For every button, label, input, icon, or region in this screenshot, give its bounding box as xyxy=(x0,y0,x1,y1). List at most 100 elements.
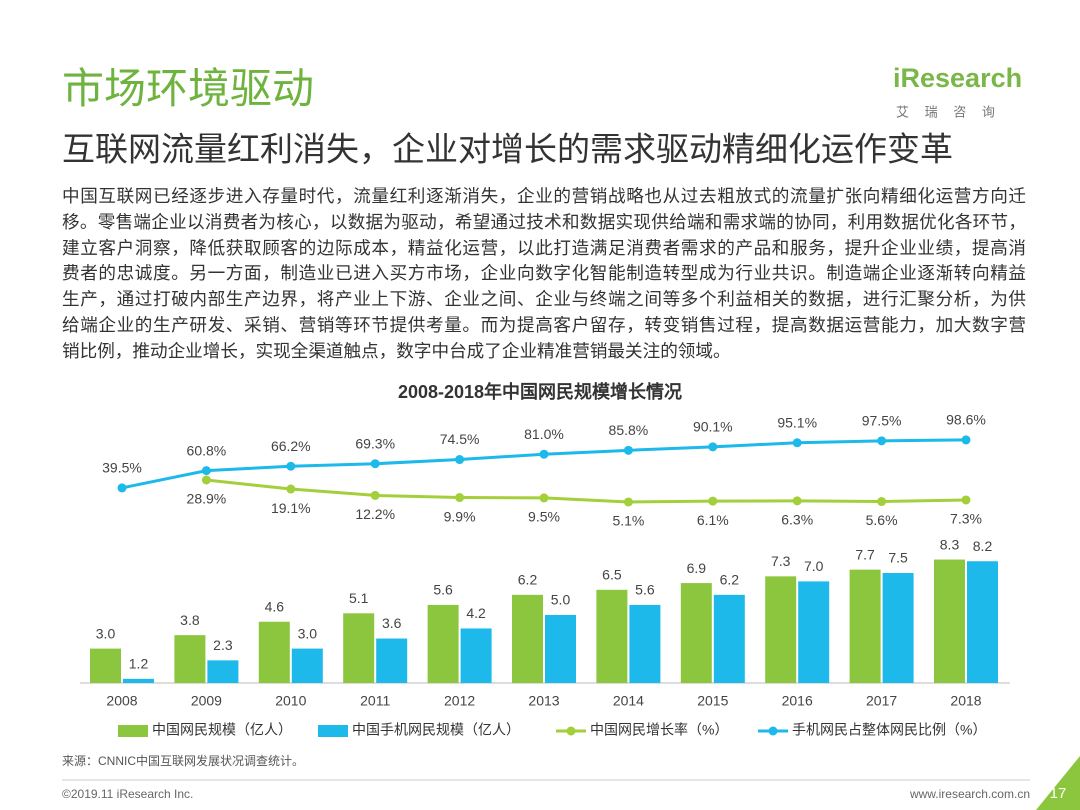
bar xyxy=(596,589,628,683)
x-tick-label: 2015 xyxy=(697,693,728,709)
line-point xyxy=(877,436,887,446)
bar-label: 3.0 xyxy=(298,625,318,641)
source: 来源：CNNIC中国互联网发展状况调查统计。 xyxy=(62,753,304,768)
bar-label: 8.3 xyxy=(940,536,960,552)
line-point xyxy=(370,459,380,469)
line-point xyxy=(708,442,718,452)
legend-swatch xyxy=(566,726,576,736)
paragraph-line: 销比例，推动企业增长，实现全渠道触点，数字中台成了企业精准营销最关注的领域。 xyxy=(62,340,731,361)
line-point xyxy=(792,438,802,448)
line-point xyxy=(792,496,802,506)
website: www.iresearch.com.cn xyxy=(909,787,1030,801)
legend-swatch xyxy=(118,725,148,737)
line-label: 74.5% xyxy=(440,431,480,447)
line-label: 7.3% xyxy=(950,511,982,527)
legend-swatch xyxy=(318,725,348,737)
line xyxy=(206,478,967,504)
bar-label: 5.1 xyxy=(349,590,369,606)
line-label: 66.2% xyxy=(271,438,311,454)
logo: iResearch xyxy=(893,63,1022,93)
bar xyxy=(291,648,323,683)
bar xyxy=(680,583,712,683)
line-label: 90.1% xyxy=(693,419,733,435)
page-number: 17 xyxy=(1050,785,1067,802)
legend-label: 中国手机网民规模（亿人） xyxy=(352,722,520,738)
slide-title: 市场环境驱动 xyxy=(62,65,314,112)
bar xyxy=(967,561,998,683)
bar xyxy=(427,604,459,683)
bar-label: 7.3 xyxy=(771,553,791,569)
x-tick-label: 2008 xyxy=(106,693,137,709)
bar-label: 6.5 xyxy=(602,567,622,583)
paragraph-line: 生产，通过打破内部生产边界，将产业上下游、企业之间、企业与终端之间等多个利益相关… xyxy=(62,289,1026,310)
bar-label: 8.2 xyxy=(973,538,993,554)
bar-label: 3.0 xyxy=(96,625,116,641)
line-label: 85.8% xyxy=(609,422,649,438)
bar-label: 6.2 xyxy=(518,572,538,588)
line-point xyxy=(286,461,296,471)
chart-title: 2008-2018年中国网民规模增长情况 xyxy=(398,381,682,402)
x-tick-label: 2018 xyxy=(950,693,981,709)
bar xyxy=(934,559,965,683)
line-point xyxy=(455,493,465,503)
line-point xyxy=(370,490,380,500)
bar xyxy=(512,594,543,683)
bar-label: 4.6 xyxy=(265,598,285,614)
line-point xyxy=(201,475,211,485)
line-label: 81.0% xyxy=(524,426,564,442)
line-point xyxy=(623,445,633,455)
slide-subtitle: 互联网流量红利消失，企业对增长的需求驱动精细化运作变革 xyxy=(62,131,953,168)
bar-label: 6.9 xyxy=(687,560,707,576)
line-label: 97.5% xyxy=(862,413,902,429)
paragraph-line: 移。零售端企业以消费者为核心，以数据为驱动，希望通过技术和数据实现供给端和需求端… xyxy=(62,211,1026,232)
paragraph-line: 中国互联网已经逐步进入存量时代，流量红利逐渐消失，企业的营销战略也从过去粗放式的… xyxy=(62,186,1026,206)
bar-label: 4.2 xyxy=(466,605,486,621)
bar-label: 7.7 xyxy=(855,546,875,562)
bar-label: 5.6 xyxy=(433,582,453,598)
x-tick-label: 2011 xyxy=(360,693,390,709)
x-tick-label: 2014 xyxy=(613,693,644,709)
line-label: 98.6% xyxy=(946,412,986,428)
bar xyxy=(849,569,881,683)
line-point xyxy=(286,484,296,494)
line-label: 60.8% xyxy=(187,442,227,458)
line-label: 9.9% xyxy=(444,508,476,524)
bar xyxy=(460,628,492,683)
x-tick-label: 2017 xyxy=(866,693,897,709)
line-point xyxy=(539,493,549,503)
line-point xyxy=(877,497,887,507)
legend-label: 中国网民规模（亿人） xyxy=(152,722,292,738)
line-point xyxy=(117,483,127,493)
line-label: 95.1% xyxy=(777,414,817,430)
bar xyxy=(376,638,408,683)
line-point xyxy=(201,466,211,476)
paragraph: 中国互联网已经逐步进入存量时代，流量红利逐渐消失，企业的营销战略也从过去粗放式的… xyxy=(62,184,1026,365)
bar xyxy=(545,615,576,683)
bar xyxy=(713,594,745,683)
copyright: ©2019.11 iResearch Inc. xyxy=(62,787,193,801)
logo-cn: 艾 瑞 咨 询 xyxy=(896,104,1001,119)
bar xyxy=(798,581,830,683)
bar-label: 5.0 xyxy=(551,592,571,608)
bar-label: 6.2 xyxy=(720,572,740,588)
bar xyxy=(882,573,914,683)
line-label: 28.9% xyxy=(187,491,227,507)
paragraph-line: 建立客户洞察，降低获取顾客的边际成本，精益化运营，以此打造满足消费者需求的产品和… xyxy=(62,237,1026,258)
bar-label: 2.3 xyxy=(213,637,233,653)
legend-swatch xyxy=(768,726,778,736)
line-label: 69.3% xyxy=(355,435,395,451)
x-tick-label: 2013 xyxy=(528,693,559,709)
line-label: 5.6% xyxy=(866,512,898,528)
bar-label: 5.6 xyxy=(635,582,655,598)
line-label: 9.5% xyxy=(528,509,560,525)
line-label: 39.5% xyxy=(102,460,142,476)
bar xyxy=(765,576,797,683)
bar-label: 1.2 xyxy=(129,656,149,672)
bar xyxy=(629,604,661,683)
line-point xyxy=(539,449,549,459)
legend-label: 中国网民增长率（%） xyxy=(590,722,728,738)
line-label: 12.2% xyxy=(355,506,395,522)
line-point xyxy=(623,497,633,507)
page-corner xyxy=(1036,756,1080,810)
